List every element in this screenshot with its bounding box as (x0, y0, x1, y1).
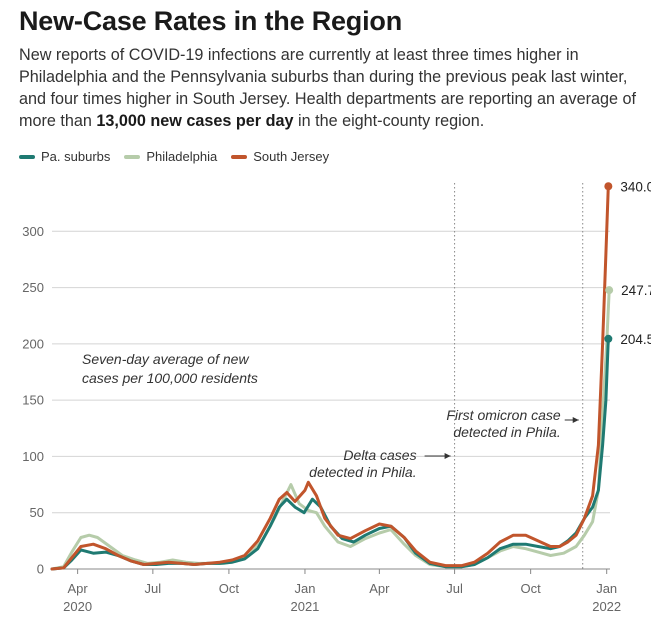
end-dot-philadelphia (605, 286, 614, 295)
end-label-south-jersey: 340.0 (620, 179, 651, 194)
annotation-delta-line-0: Delta cases (343, 447, 416, 463)
series-line-south-jersey (50, 184, 610, 571)
legend-swatch-pa-suburbs (19, 154, 35, 159)
chart-title: New-Case Rates in the Region (19, 6, 402, 36)
y-tick-label-200: 200 (22, 336, 44, 351)
x-tick-label-2: Oct (219, 581, 240, 596)
x-tick-label-4: Apr (369, 581, 390, 596)
annotation-omicron-line-1: detected in Phila. (453, 424, 560, 440)
subtitle-text-end: in the eight-county region. (293, 112, 485, 130)
legend-item-south-jersey: South Jersey (231, 149, 329, 164)
legend-item-philadelphia: Philadelphia (124, 149, 217, 164)
y-tick-label-0: 0 (37, 562, 44, 577)
chart-legend: Pa. suburbs Philadelphia South Jersey (19, 149, 329, 164)
y-tick-label-300: 300 (22, 224, 44, 239)
annotation-delta-line-1: detected in Phila. (309, 464, 416, 480)
legend-label-philadelphia: Philadelphia (146, 149, 218, 164)
y-axis-note-line-0: Seven-day average of new (82, 351, 249, 367)
x-tick-label-7: Jan (596, 581, 617, 596)
y-tick-label-150: 150 (22, 393, 44, 408)
x-tick-year-0: 2020 (63, 599, 92, 614)
series-line-philadelphia (50, 288, 611, 571)
chart-subtitle: New reports of COVID-19 infections are c… (19, 44, 644, 132)
legend-label-pa-suburbs: Pa. suburbs (41, 149, 111, 164)
end-dot-pa-suburbs (604, 334, 613, 343)
legend-swatch-philadelphia (124, 154, 141, 159)
x-tick-label-3: Jan (294, 581, 315, 596)
subtitle-bold: 13,000 new cases per day (96, 112, 294, 130)
end-label-philadelphia: 247.7 (621, 283, 651, 298)
legend-item-pa-suburbs: Pa. suburbs (19, 149, 110, 164)
x-tick-year-7: 2022 (592, 599, 621, 614)
y-tick-label-50: 50 (30, 505, 44, 520)
x-tick-label-6: Oct (521, 581, 542, 596)
x-tick-label-0: Apr (68, 581, 89, 596)
annotation-omicron-line-0: First omicron case (446, 407, 561, 423)
x-tick-year-3: 2021 (290, 599, 319, 614)
y-tick-label-250: 250 (22, 280, 44, 295)
end-dot-south-jersey (604, 182, 613, 191)
annotation-delta-arrowhead (444, 453, 451, 459)
legend-swatch-south-jersey (231, 154, 248, 159)
annotation-omicron-arrowhead (572, 417, 579, 423)
x-tick-label-5: Jul (446, 581, 463, 596)
x-tick-label-1: Jul (145, 581, 162, 596)
legend-label-south-jersey: South Jersey (253, 149, 330, 164)
subtitle-text: New reports of COVID-19 infections are c… (19, 46, 636, 130)
y-axis-note-line-1: cases per 100,000 residents (82, 370, 258, 386)
end-label-pa-suburbs: 204.5 (620, 332, 651, 347)
y-tick-label-100: 100 (22, 449, 44, 464)
